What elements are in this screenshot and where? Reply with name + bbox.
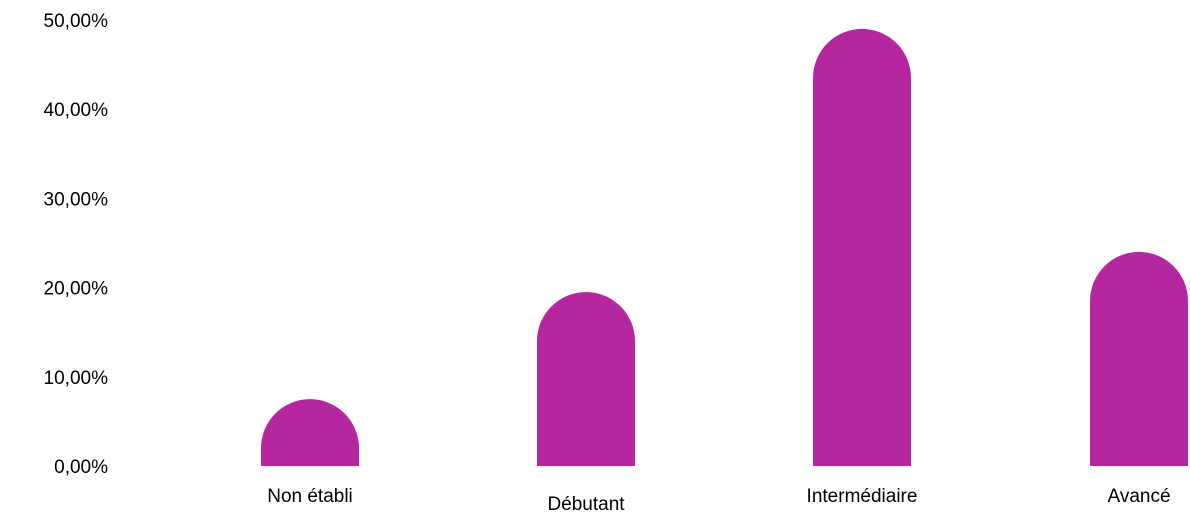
bar-avance: [1090, 251, 1188, 466]
y-tick-label: 30,00%: [44, 189, 109, 210]
y-tick-label: 50,00%: [44, 11, 109, 32]
bars: [261, 28, 1188, 467]
x-tick-label-debutant: Débutant: [547, 494, 625, 513]
y-tick-label: 0,00%: [54, 457, 108, 478]
y-tick-label: 10,00%: [44, 368, 109, 389]
bar-debutant: [537, 292, 635, 466]
bar-intermediaire: [813, 28, 911, 467]
x-tick-label-avance: Avancé: [1107, 486, 1170, 507]
y-tick-label: 20,00%: [44, 279, 109, 300]
bar-non-etabli: [261, 399, 359, 466]
y-axis-ticks: 0,00% 10,00% 20,00% 30,00% 40,00% 50,00%: [44, 11, 109, 478]
x-tick-label-non-etabli: Non établi: [267, 486, 353, 507]
y-tick-label: 40,00%: [44, 100, 109, 121]
x-axis-labels: Non établi Débutant Intermédiaire Avancé: [267, 486, 1170, 513]
x-tick-label-intermediaire: Intermédiaire: [807, 486, 918, 507]
